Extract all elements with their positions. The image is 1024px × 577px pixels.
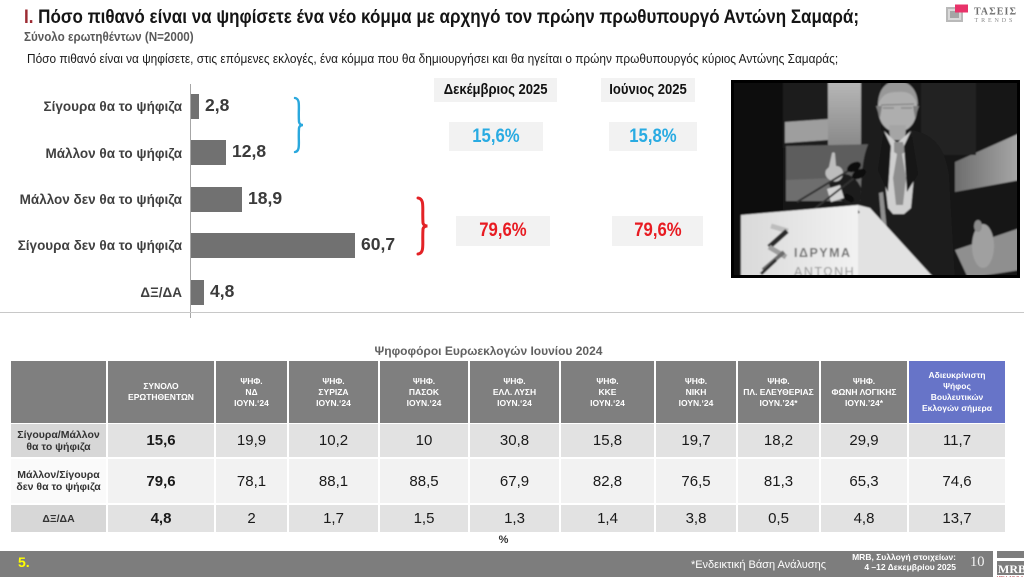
svg-text:ΤΑΣΕΙΣ: ΤΑΣΕΙΣ <box>974 7 1017 18</box>
svg-text:ΙΔΡΥΜΑ: ΙΔΡΥΜΑ <box>794 246 852 260</box>
svg-text:TRENDS: TRENDS <box>975 18 1016 24</box>
